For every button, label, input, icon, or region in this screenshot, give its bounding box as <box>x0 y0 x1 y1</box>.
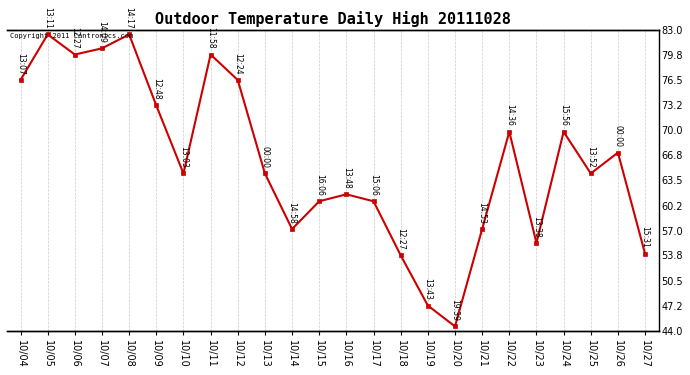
Text: 13:52: 13:52 <box>586 146 595 168</box>
Title: Outdoor Temperature Daily High 20111028: Outdoor Temperature Daily High 20111028 <box>155 11 511 27</box>
Text: 14:36: 14:36 <box>505 104 514 126</box>
Text: 15:06: 15:06 <box>369 174 378 196</box>
Text: 12:27: 12:27 <box>70 27 79 49</box>
Text: 14:17: 14:17 <box>125 7 134 29</box>
Text: 13:03: 13:03 <box>179 146 188 168</box>
Text: Copyright 2011 Cantronics.com: Copyright 2011 Cantronics.com <box>10 33 133 39</box>
Text: 19:39: 19:39 <box>451 299 460 321</box>
Text: 14:58: 14:58 <box>288 202 297 223</box>
Text: 15:56: 15:56 <box>559 104 568 126</box>
Text: 14:09: 14:09 <box>97 21 106 43</box>
Text: 13:43: 13:43 <box>424 278 433 300</box>
Text: 00:00: 00:00 <box>613 125 622 147</box>
Text: 13:38: 13:38 <box>532 216 541 237</box>
Text: 13:11: 13:11 <box>43 7 52 29</box>
Text: 14:53: 14:53 <box>477 202 486 223</box>
Text: 12:27: 12:27 <box>396 228 405 250</box>
Text: 12:24: 12:24 <box>233 53 242 75</box>
Text: 00:00: 00:00 <box>260 146 269 168</box>
Text: 16:06: 16:06 <box>315 174 324 196</box>
Text: 15:31: 15:31 <box>640 226 649 248</box>
Text: 12:48: 12:48 <box>152 78 161 100</box>
Text: 11:58: 11:58 <box>206 27 215 49</box>
Text: 13:48: 13:48 <box>342 167 351 189</box>
Text: 13:07: 13:07 <box>16 53 25 75</box>
